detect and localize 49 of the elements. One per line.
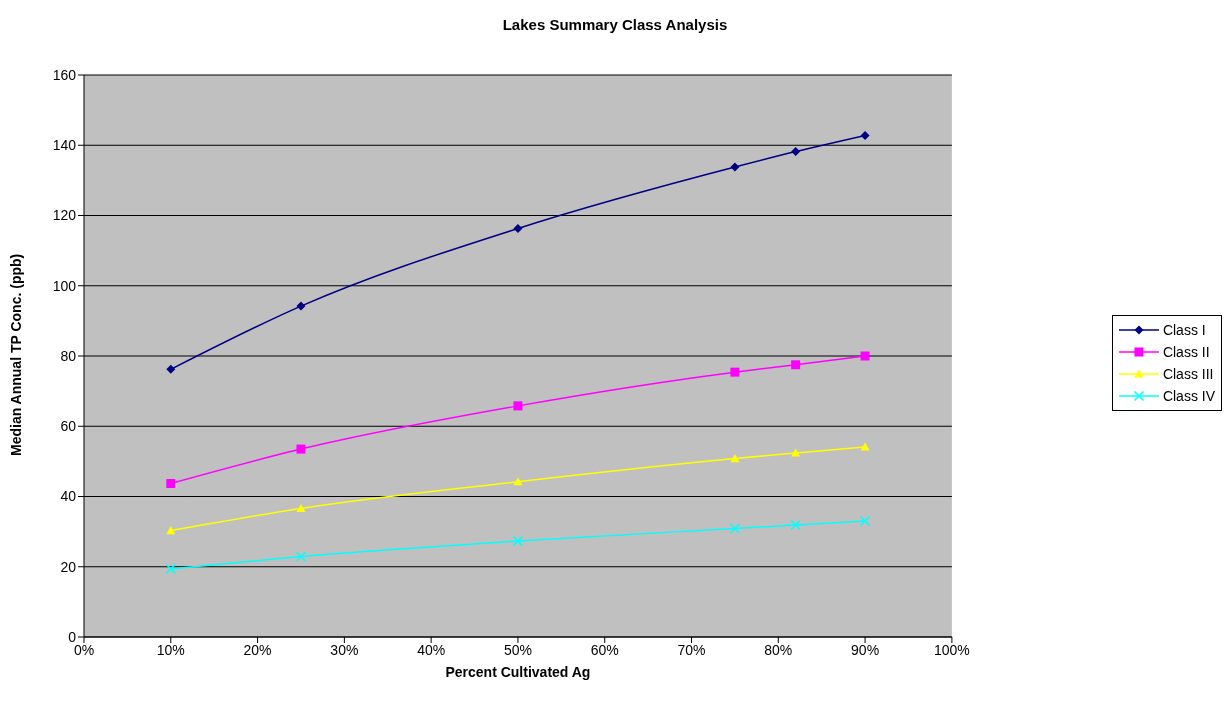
y-tick-label: 120 [52, 207, 77, 224]
point [729, 523, 741, 534]
x-tick-label: 40% [417, 641, 446, 658]
y-axis-title: Median Annual TP Conc. (ppb) [7, 253, 24, 456]
point [166, 479, 176, 488]
y-tick-label: 80 [60, 347, 77, 364]
y-tick-label: 100 [52, 277, 77, 294]
x-tick-label: 50% [503, 641, 532, 658]
x-tick-label: 70% [677, 641, 706, 658]
point [296, 503, 306, 513]
point [296, 444, 306, 454]
point [860, 442, 870, 451]
point [791, 360, 801, 370]
point [730, 162, 740, 172]
point [730, 454, 740, 463]
point [513, 477, 523, 486]
legend-label: Class IV [1162, 387, 1215, 404]
point [512, 535, 524, 547]
y-tick-label: 160 [52, 66, 77, 83]
point [791, 448, 801, 457]
point [165, 563, 177, 575]
x-tick-label: 10% [156, 641, 185, 658]
legend-label: Class III [1162, 365, 1214, 382]
legend-label: Class II [1162, 343, 1210, 360]
chart-title: Lakes Summary Class Analysis [501, 16, 729, 33]
y-tick-label: 20 [60, 558, 77, 575]
point [166, 526, 176, 535]
x-tick-label: 20% [243, 641, 272, 658]
y-tick-label: 140 [52, 137, 77, 154]
point [790, 519, 801, 531]
point [513, 224, 523, 233]
x-tick-label: 90% [851, 641, 880, 658]
point [513, 401, 523, 411]
point [859, 515, 871, 527]
x-tick-label: 30% [330, 641, 359, 658]
point [730, 367, 740, 377]
y-tick-label: 40 [60, 488, 77, 505]
point [166, 364, 176, 374]
point [791, 147, 801, 157]
x-tick-label: 80% [764, 641, 793, 658]
x-tick-label: 100% [933, 641, 970, 658]
point [860, 130, 870, 140]
point [296, 301, 306, 311]
x-tick-label: 60% [590, 641, 619, 658]
legend-label: Class I [1162, 321, 1206, 338]
point [860, 351, 870, 361]
x-axis-title: Percent Cultivated Ag [445, 664, 591, 680]
y-tick-label: 60 [60, 418, 77, 435]
point [295, 551, 307, 562]
